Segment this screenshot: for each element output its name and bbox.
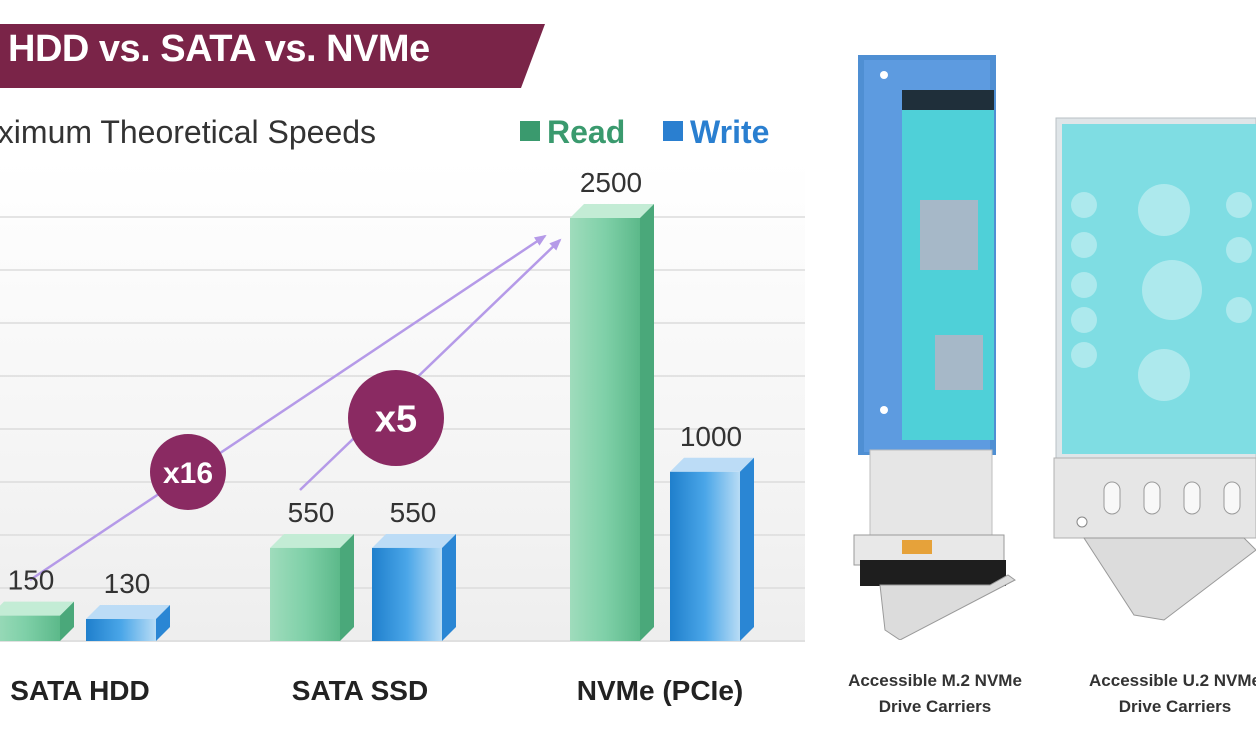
legend-write-label: Write [690,114,770,150]
m2-caption-line2: Drive Carriers [878,697,992,716]
banner-title: HDD vs. SATA vs. NVMe [8,28,430,70]
category-label-2: SATA SSD [292,675,428,706]
legend-write-swatch [663,121,683,141]
write-bar-1 [86,605,170,641]
write-bar-2 [372,533,456,641]
read-value-label-3: 2500 [580,167,642,198]
legend-read-label: Read [547,114,626,150]
m2-caption-line1: Accessible M.2 NVMe [848,671,1022,690]
read-bar-3 [570,204,654,641]
speedup-arrow-2 [299,238,562,491]
category-label-3: NVMe (PCIe) [577,675,743,706]
u2-caption-line1: Accessible U.2 NVMe [1089,671,1256,690]
legend-read: Read [520,114,625,151]
u2-caption: Accessible U.2 NVMe Drive Carriers [1070,668,1256,720]
chart: x16 x5 150 550 2500 130 550 1000 SATA HDD SATA S… [0,160,805,706]
legend-write: Write [663,114,769,151]
read-value-label-2: 550 [288,497,335,528]
u2-carrier-image [1053,117,1256,621]
category-label-1: SATA HDD [10,675,149,706]
write-bar-3 [670,457,754,641]
speedup-arrow-1 [29,234,547,582]
speedup-badge-label-1: x16 [163,457,213,490]
speedup-badge-label-2: x5 [375,399,417,441]
write-value-label-2: 550 [390,497,437,528]
write-value-label-3: 1000 [680,421,742,452]
legend-read-swatch [520,121,540,141]
m2-carrier-image [853,55,1016,640]
u2-caption-line2: Drive Carriers [1118,697,1232,716]
read-bar-2 [270,533,354,641]
read-value-label-1: 150 [8,565,55,596]
title-banner [0,24,545,88]
write-value-label-1: 130 [104,568,151,599]
speedup-badge-1 [150,434,226,510]
speedup-badge-2 [348,370,444,466]
read-bar-1 [0,601,74,641]
chart-title: aximum Theoretical Speeds [0,114,377,150]
m2-caption: Accessible M.2 NVMe Drive Carriers [830,668,1040,720]
